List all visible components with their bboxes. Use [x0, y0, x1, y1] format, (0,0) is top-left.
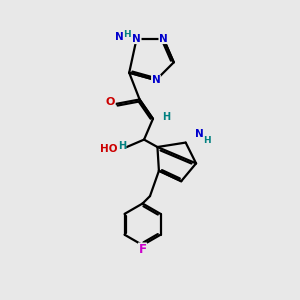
Text: F: F: [139, 243, 147, 256]
Text: N: N: [115, 32, 124, 42]
Text: H: H: [204, 136, 211, 145]
Text: N: N: [132, 34, 141, 44]
Text: H: H: [123, 30, 130, 39]
Text: H: H: [118, 140, 126, 151]
Text: N: N: [159, 34, 168, 44]
Text: H: H: [162, 112, 170, 122]
Text: O: O: [106, 98, 115, 107]
Text: HO: HO: [100, 143, 117, 154]
Text: N: N: [152, 75, 160, 85]
Text: N: N: [195, 129, 203, 139]
